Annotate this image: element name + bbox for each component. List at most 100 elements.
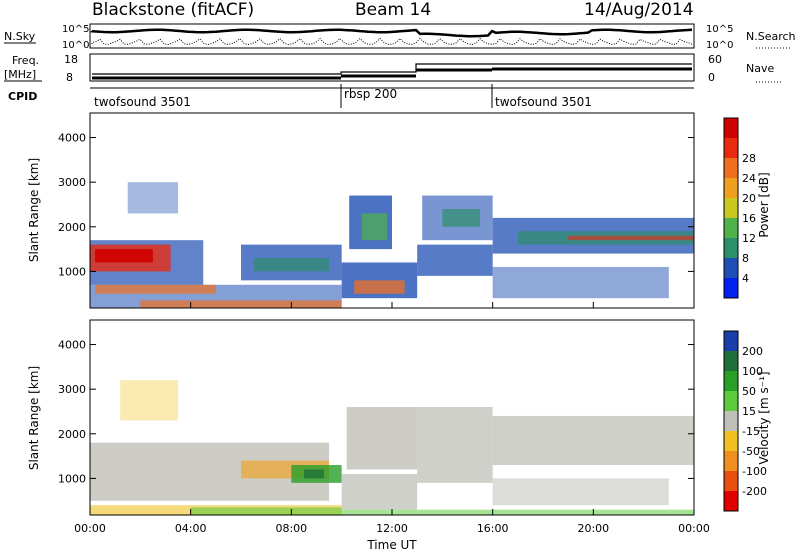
heatmap-cell <box>127 182 179 214</box>
y-tick-label: 4000 <box>58 132 86 145</box>
colorbar-tick: 8 <box>742 252 749 265</box>
y-tick-label: 1000 <box>58 265 86 278</box>
colorbar-tick: -15 <box>742 425 760 438</box>
x-tick-label: 20:00 <box>577 522 609 535</box>
colorbar-tick: 100 <box>742 365 763 378</box>
colorbar-swatch <box>724 351 738 372</box>
heatmap-cell <box>442 208 481 227</box>
freq-label: Freq. <box>12 54 39 67</box>
colorbar-swatch <box>724 331 738 352</box>
colorbar-tick: 28 <box>742 152 756 165</box>
velocity-y-axis: 1000 2000 3000 4000 <box>58 339 694 485</box>
velocity-ylabel: Slant Range [km] <box>27 366 41 470</box>
x-tick-label: 16:00 <box>477 522 509 535</box>
heatmap-cell <box>417 407 493 483</box>
cpid-segment-3: twofsound 3501 <box>495 95 592 109</box>
colorbar-tick: 12 <box>742 232 756 245</box>
heatmap-cell <box>120 380 179 421</box>
heatmap-cell <box>492 266 669 299</box>
nave-tick-bottom: 0 <box>708 71 715 84</box>
date-title: 14/Aug/2014 <box>584 0 694 20</box>
heatmap-cell <box>346 407 418 470</box>
right-tick-bottom: 10^0 <box>706 40 733 51</box>
time-axis: 00:00 04:00 08:00 12:00 16:00 20:00 00:00 <box>74 302 710 535</box>
heatmap-cell <box>95 284 216 294</box>
colorbar-tick: -200 <box>742 485 767 498</box>
colorbar-swatch <box>724 278 738 299</box>
colorbar-frame <box>723 117 739 299</box>
sky-search-panel <box>89 23 695 49</box>
heatmap-cell <box>140 300 342 308</box>
colorbar-tick: -100 <box>742 465 767 478</box>
heatmap-cell <box>492 415 694 466</box>
nsearch-label: N.Search <box>746 30 796 43</box>
heatmap-cell <box>568 235 694 241</box>
left-tick-bottom: 10^0 <box>62 40 89 51</box>
cpid-segment-1: twofsound 3501 <box>94 95 191 109</box>
colorbar-swatch <box>724 471 738 492</box>
freq-trace <box>92 63 692 75</box>
colorbar-tick: 15 <box>742 405 756 418</box>
x-tick-label: 00:00 <box>74 522 106 535</box>
nave-label: Nave <box>746 62 774 75</box>
x-tick-label: 12:00 <box>376 522 408 535</box>
power-ylabel: Slant Range [km] <box>27 158 41 262</box>
y-tick-label: 1000 <box>58 472 86 485</box>
left-tick-top: 10^5 <box>62 24 89 35</box>
colorbar-swatch <box>724 158 738 179</box>
colorbar-frame <box>723 330 739 512</box>
colorbar-swatch <box>724 391 738 412</box>
cpid-label: CPID <box>8 90 37 103</box>
colorbar-swatch <box>724 371 738 392</box>
station-title: Blackstone (fitACF) <box>92 0 254 20</box>
y-tick-label: 2000 <box>58 428 86 441</box>
nave-trace <box>92 67 692 80</box>
nsky-line <box>90 28 693 38</box>
y-tick-label: 2000 <box>58 221 86 234</box>
heatmap-cell <box>417 244 493 276</box>
velocity-data <box>90 380 694 515</box>
time-axis-label: Time UT <box>366 538 417 552</box>
colorbar-swatch <box>724 491 738 512</box>
right-tick-top: 10^5 <box>706 24 733 35</box>
power-data <box>90 182 694 308</box>
freq-tick-top: 18 <box>64 53 78 66</box>
colorbar-tick: 24 <box>742 172 756 185</box>
power-y-axis: 1000 2000 3000 4000 <box>58 132 694 278</box>
y-tick-label: 3000 <box>58 176 86 189</box>
nsky-trace <box>90 28 693 46</box>
nave-tick-top: 60 <box>708 53 722 66</box>
colorbar-swatch <box>724 138 738 159</box>
velocity-colorbar: 200 100 50 15 -15 -50 -100 -200 <box>723 330 767 512</box>
x-tick-label: 08:00 <box>275 522 307 535</box>
cpid-segment-2: rbsp 200 <box>344 87 397 101</box>
colorbar-tick: 20 <box>742 192 756 205</box>
colorbar-tick: 16 <box>742 212 756 225</box>
colorbar-tick: -50 <box>742 445 760 458</box>
colorbar-tick: 50 <box>742 385 756 398</box>
colorbar-swatch <box>724 118 738 139</box>
velocity-colorbar-label: Velocity [m s⁻¹] <box>757 371 771 464</box>
nsky-label: N.Sky <box>4 30 36 43</box>
colorbar-tick: 200 <box>742 345 763 358</box>
heatmap-cell <box>253 258 330 272</box>
heatmap-cell <box>190 507 342 515</box>
colorbar-swatch <box>724 431 738 452</box>
freq-unit-label: [MHz] <box>4 68 36 81</box>
heatmap-cell <box>341 509 694 515</box>
colorbar-swatch <box>724 218 738 239</box>
colorbar-swatch <box>724 178 738 199</box>
heatmap-cell <box>354 280 405 294</box>
heatmap-cell <box>95 249 153 263</box>
power-panel: 1000 2000 3000 4000 Slant Range [km] <box>27 112 695 309</box>
x-tick-label: 00:00 <box>678 522 710 535</box>
y-tick-label: 3000 <box>58 383 86 396</box>
velocity-panel: 1000 2000 3000 4000 Slant Range [km] <box>27 319 695 516</box>
power-colorbar-label: Power [dB] <box>757 172 771 237</box>
power-colorbar: 4 8 12 16 20 24 28 <box>723 117 756 299</box>
y-tick-label: 4000 <box>58 339 86 352</box>
heatmap-cell <box>361 213 387 241</box>
nsearch-line <box>91 37 693 46</box>
colorbar-swatch <box>724 411 738 432</box>
